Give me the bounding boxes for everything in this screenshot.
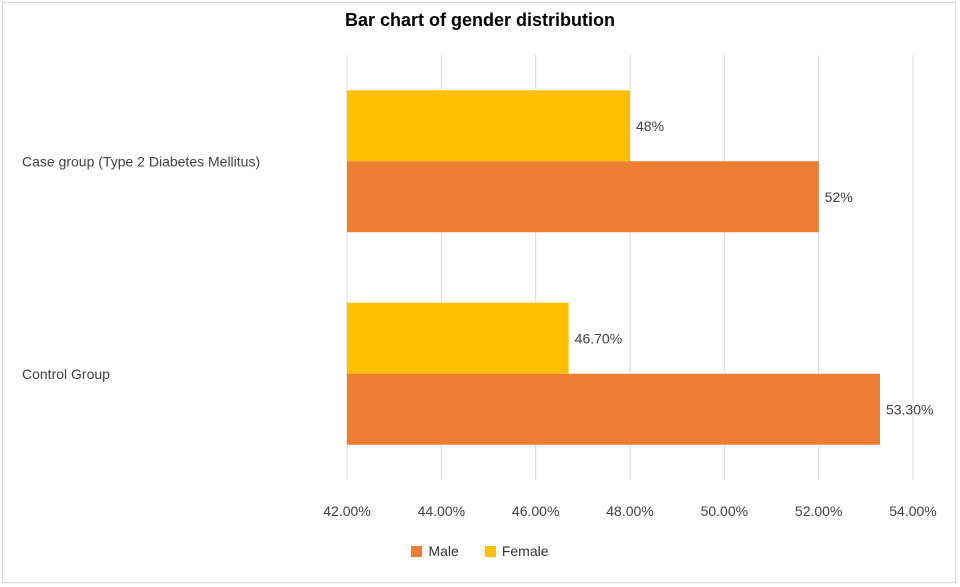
legend-item-female: Female bbox=[484, 543, 549, 559]
x-tick-label: 42.00% bbox=[323, 503, 370, 519]
data-label: 46.70% bbox=[575, 330, 622, 346]
x-tick-label: 50.00% bbox=[701, 503, 748, 519]
bar-female bbox=[347, 302, 569, 374]
data-label: 52% bbox=[825, 189, 853, 205]
legend-swatch-female bbox=[484, 545, 496, 557]
x-tick-label: 44.00% bbox=[418, 503, 465, 519]
x-tick-label: 48.00% bbox=[606, 503, 653, 519]
category-label: Case group (Type 2 Diabetes Mellitus) bbox=[22, 153, 260, 169]
legend-label-female: Female bbox=[501, 543, 549, 559]
data-label: 53.30% bbox=[886, 401, 933, 417]
x-tick-label: 46.00% bbox=[512, 503, 559, 519]
legend: Male Female bbox=[0, 543, 960, 559]
bar-female bbox=[347, 90, 630, 162]
x-tick-label: 54.00% bbox=[889, 503, 936, 519]
x-axis-tick-labels: 42.00% 44.00% 46.00% 48.00% 50.00% 52.00% 54.0… bbox=[323, 503, 936, 519]
category-labels: Case group (Type 2 Diabetes Mellitus) Con… bbox=[22, 153, 260, 382]
legend-item-male: Male bbox=[411, 543, 459, 559]
legend-label-male: Male bbox=[428, 543, 459, 559]
bar-male bbox=[347, 161, 819, 233]
chart-title: Bar chart of gender distribution bbox=[344, 10, 616, 30]
data-label: 48% bbox=[636, 118, 664, 134]
data-labels: 48% 52% 46.70% 53.30% bbox=[575, 118, 934, 418]
category-label: Control Group bbox=[22, 366, 110, 382]
bar-male bbox=[347, 373, 880, 445]
legend-swatch-male bbox=[411, 545, 423, 557]
x-tick-label: 52.00% bbox=[795, 503, 842, 519]
bars bbox=[347, 90, 880, 445]
